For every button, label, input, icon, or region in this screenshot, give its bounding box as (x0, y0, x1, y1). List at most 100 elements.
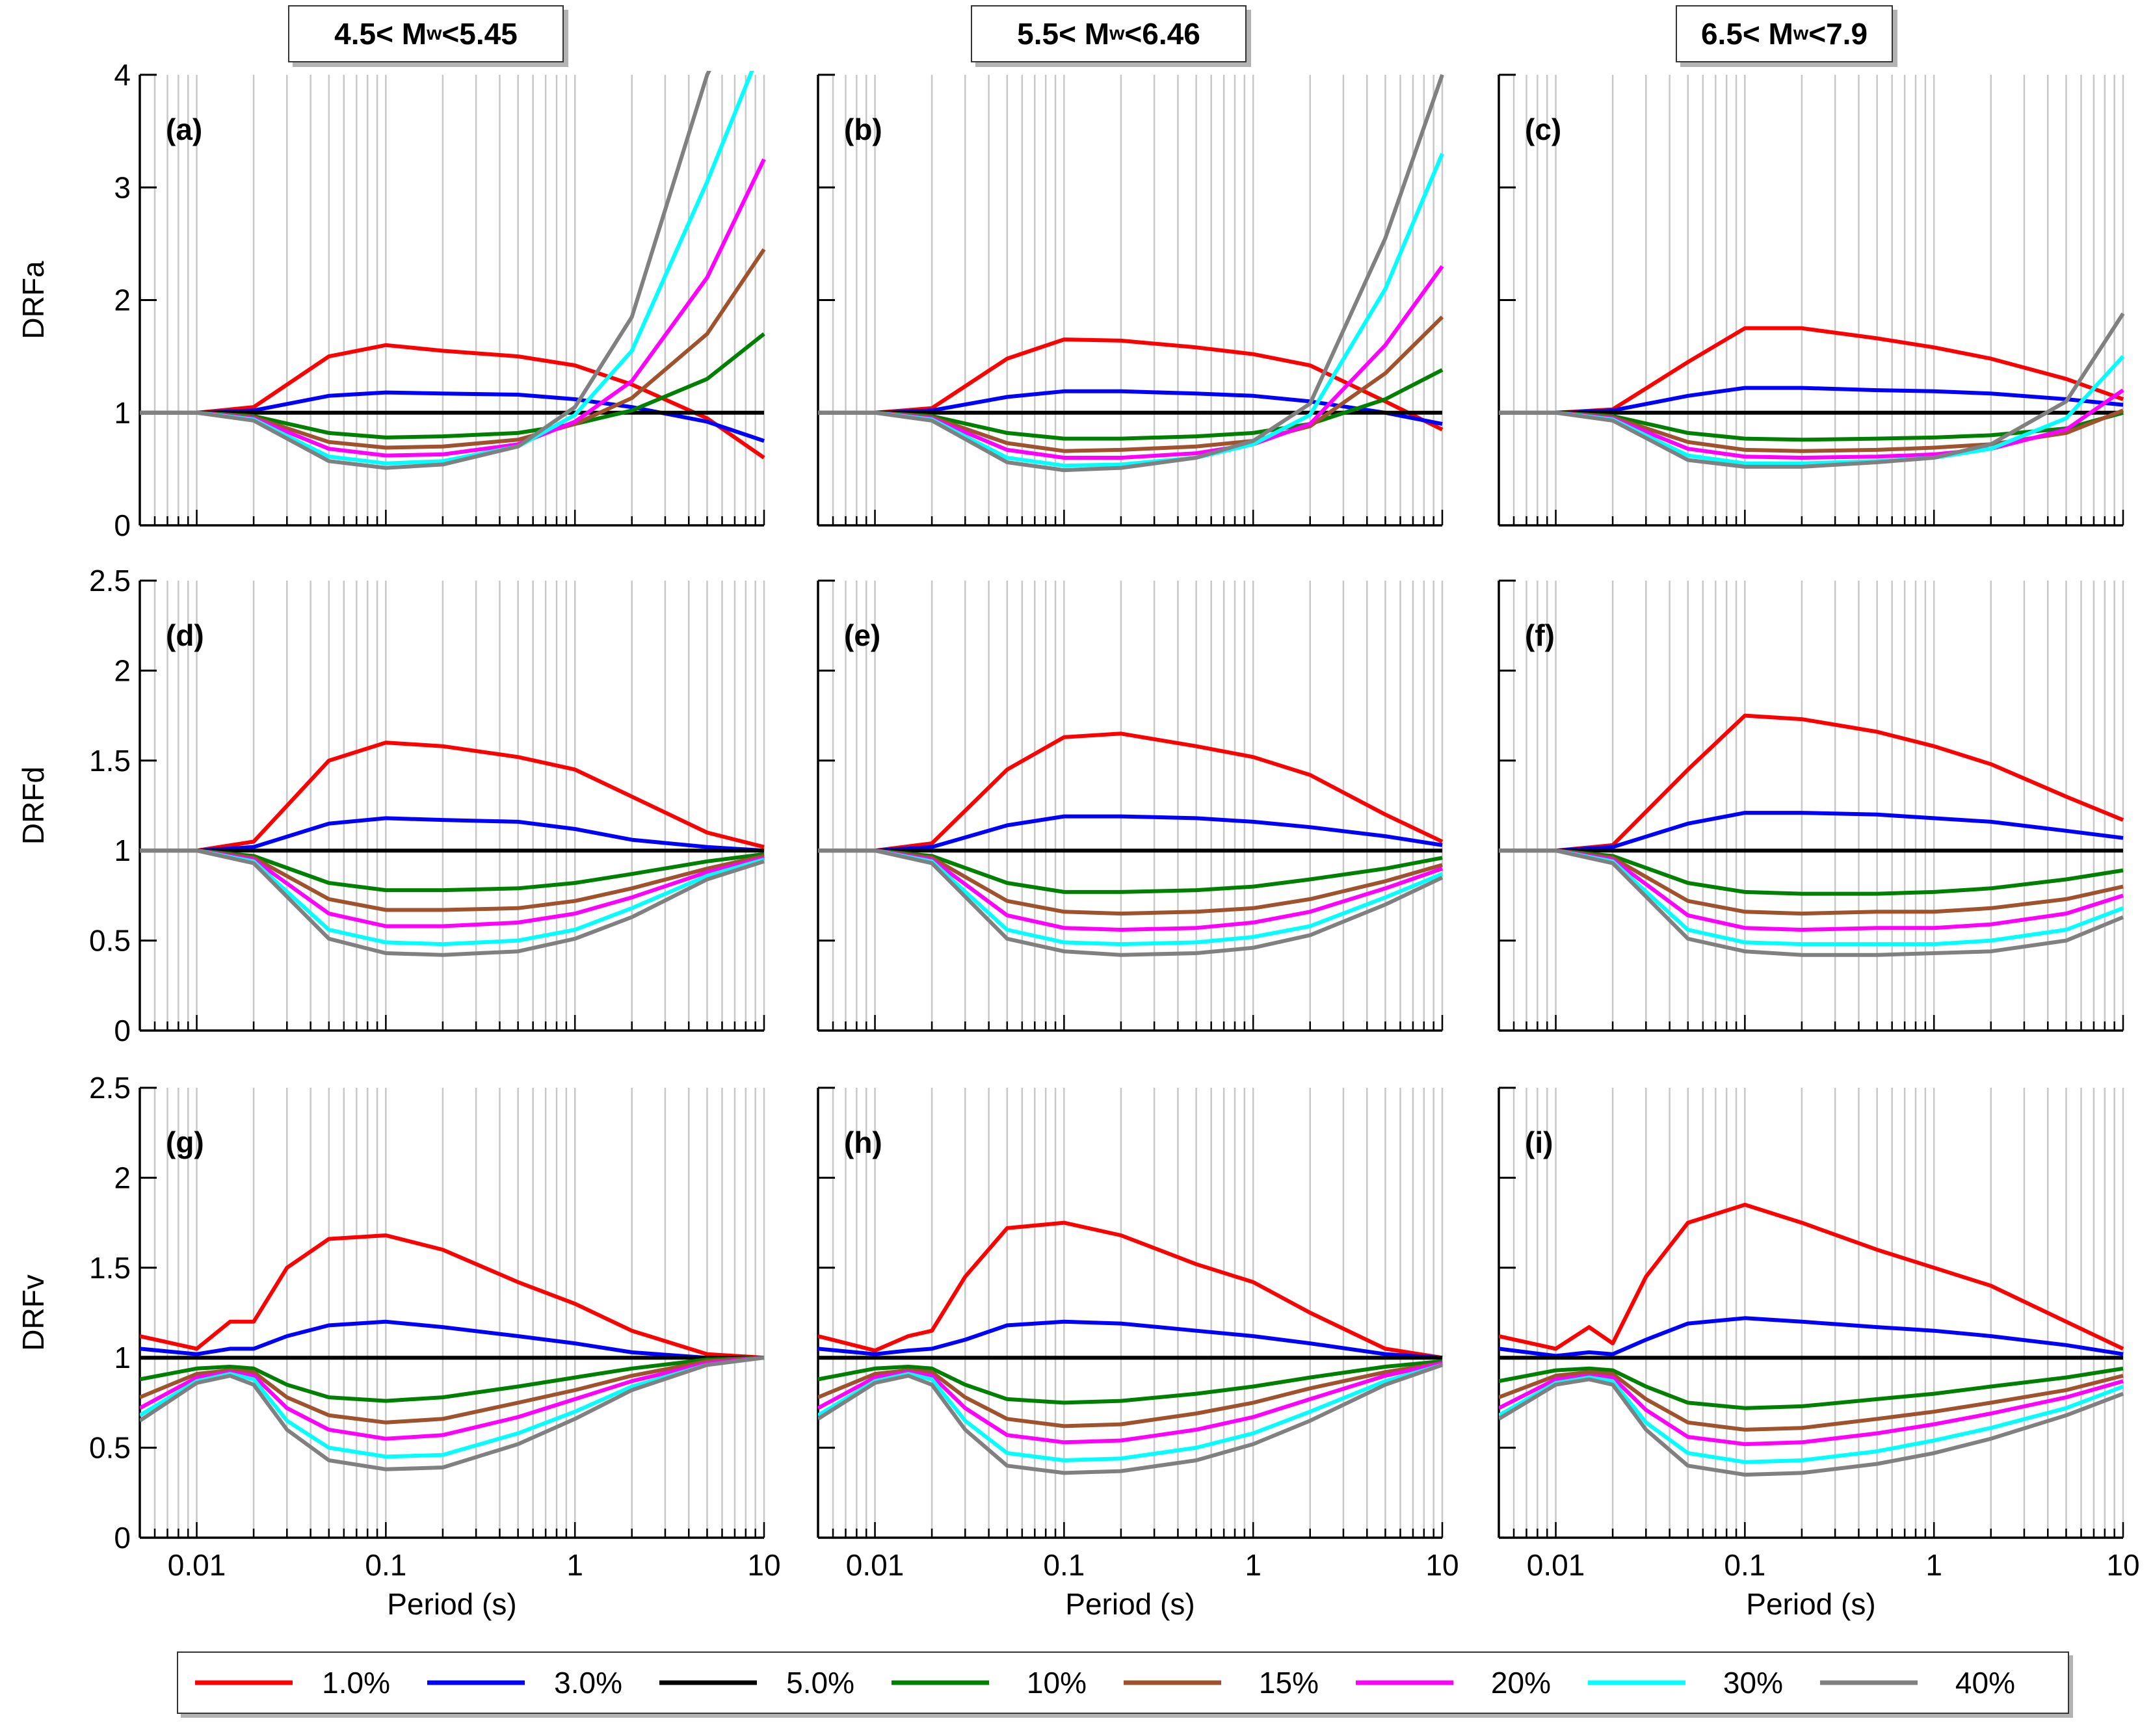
panel-d: 0 0.5 1 1.5 2 2.5 (d) DRFd (16, 564, 765, 1047)
x-tick-label: 10 (2106, 1548, 2139, 1582)
y-tick-label: 3 (114, 170, 131, 204)
panel-label: (g) (166, 1125, 204, 1159)
x-tick-label: 1 (566, 1548, 583, 1582)
x-axis-label: Period (s) (1065, 1587, 1195, 1621)
column-title-1-sub: w (427, 23, 442, 44)
series-line-3_0pct (1499, 811, 2124, 853)
column-title-3-sub: w (1793, 23, 1809, 44)
x-tick-label: 0.01 (846, 1548, 905, 1582)
y-tick-label: 0.5 (89, 1431, 131, 1465)
panel-b: (b) (817, 73, 1444, 527)
panel-a: 0 1 2 3 4 (a) DRFa (16, 58, 766, 542)
panel-e: (e) (817, 579, 1444, 1032)
x-tick-label: 10 (747, 1548, 780, 1582)
series-line-3_0pct (1499, 1316, 2124, 1358)
series-line-40pct (818, 74, 1444, 473)
column-title-3-pre: 6.5< M (1700, 17, 1793, 51)
y-tick-label: 4 (114, 58, 131, 92)
series-line-40pct (1499, 1377, 2124, 1477)
y-tick-label: 2 (114, 1161, 131, 1194)
series-line-3_0pct (818, 1319, 1443, 1360)
series-line-40pct (1499, 848, 2124, 957)
series-line-1_0pct (818, 731, 1444, 853)
x-axis-label: Period (s) (387, 1587, 516, 1621)
y-tick-label: 1.5 (89, 1251, 131, 1285)
series-line-10pct (818, 1359, 1443, 1405)
panel-i: (i) 0.01 0.1 1 10 Period (s) (1498, 1086, 2140, 1621)
y-tick-label: 2.5 (89, 564, 131, 598)
series-line-10pct (140, 1356, 765, 1403)
column-title-3-post: <7.9 (1808, 17, 1868, 51)
series-line-10pct (140, 332, 765, 440)
series-line-40pct (140, 1356, 765, 1471)
x-axis-label: Period (s) (1746, 1587, 1875, 1621)
x-tick-label: 0.1 (365, 1548, 406, 1582)
y-tick-label: 1.5 (89, 744, 131, 778)
y-tick-label: 1 (114, 1341, 131, 1374)
series-line-15pct (1499, 1370, 2124, 1432)
panel-label: (i) (1525, 1125, 1553, 1159)
series-line-1_0pct (1499, 326, 2124, 415)
x-tick-label: 0.1 (1724, 1548, 1765, 1582)
y-tick-label: 2 (114, 283, 131, 317)
panel-label: (d) (166, 618, 204, 652)
panel-g: 0 0.5 1 1.5 2 2.5 (g) DRFv 0.01 0.1 1 10 Period (s) (16, 1071, 781, 1621)
y-tick-label: 0 (114, 1014, 131, 1047)
series-line-40pct (818, 848, 1444, 957)
series-line-30pct (1499, 1375, 2124, 1464)
column-title-2-post: <6.46 (1124, 17, 1200, 51)
series-line-1_0pct (140, 1233, 765, 1360)
y-tick-label: 2.5 (89, 1071, 131, 1105)
series-line-10pct (1499, 1366, 2124, 1410)
panel-c: (c) (1498, 73, 2125, 527)
x-tick-label: 1 (1925, 1548, 1942, 1582)
panel-label: (f) (1525, 618, 1555, 652)
panel-label: (b) (844, 112, 882, 146)
series-line-10pct (818, 368, 1444, 441)
series-line-40pct (140, 848, 765, 957)
series-line-40pct (140, 71, 711, 470)
column-title-1-pre: 4.5< M (334, 17, 427, 51)
panel-h: (h) 0.01 0.1 1 10 Period (s) (817, 1086, 1459, 1621)
y-tick-label: 0 (114, 508, 131, 542)
series-line-1_0pct (140, 343, 765, 460)
y-tick-label: 1 (114, 834, 131, 867)
series-line-20pct (818, 265, 1444, 460)
series-line-1_0pct (1499, 713, 2124, 853)
series-line-3_0pct (818, 814, 1443, 853)
x-tick-label: 0.1 (1043, 1548, 1085, 1582)
panel-f: (f) (1498, 579, 2124, 1032)
y-tick-label: 2 (114, 653, 131, 687)
y-axis-label: DRFd (16, 767, 50, 845)
y-axis-label: DRFv (16, 1274, 50, 1351)
panel-label: (h) (844, 1125, 882, 1159)
legend (177, 1651, 2069, 1714)
x-tick-label: 10 (1425, 1548, 1459, 1582)
series-line-3_0pct (140, 816, 765, 853)
panel-label: (e) (844, 618, 880, 652)
column-title-1-post: <5.45 (442, 17, 518, 51)
y-tick-label: 0 (114, 1521, 131, 1555)
y-tick-label: 0.5 (89, 924, 131, 958)
x-tick-label: 0.01 (168, 1548, 226, 1582)
series-line-40pct (818, 1363, 1443, 1475)
panel-label: (a) (166, 112, 202, 146)
series-line-20pct (1499, 848, 2124, 932)
column-title-2-pre: 5.5< M (1017, 17, 1110, 51)
series-line-1_0pct (1499, 1202, 2124, 1351)
series-line-1_0pct (140, 741, 765, 853)
x-tick-label: 0.01 (1527, 1548, 1585, 1582)
series-line-20pct (1499, 1373, 2124, 1447)
y-tick-label: 1 (114, 396, 131, 430)
series-line-3_0pct (140, 1319, 764, 1360)
y-axis-label: DRFa (16, 261, 50, 339)
series-line-40pct (1499, 312, 2125, 469)
column-title-2-sub: w (1109, 23, 1125, 44)
x-tick-label: 1 (1245, 1548, 1261, 1582)
panel-label: (c) (1525, 112, 1561, 146)
series-line-1_0pct (818, 1220, 1443, 1360)
